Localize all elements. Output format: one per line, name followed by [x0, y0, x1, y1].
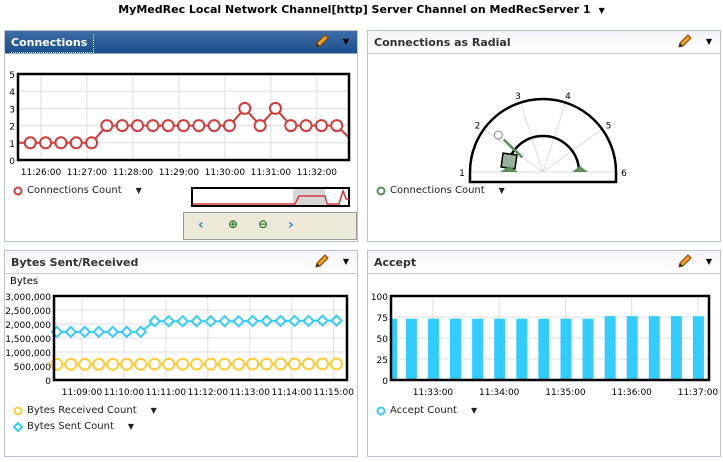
radial-panel: Connections as Radial ▼ Connections Coun… [367, 30, 721, 242]
panel-title: Connections as Radial [374, 36, 511, 49]
chevron-down-icon[interactable]: ▼ [342, 37, 349, 46]
chevron-down-icon[interactable]: ▼ [127, 422, 135, 431]
zoom-in-icon[interactable]: ⊕ [228, 217, 239, 231]
chevron-down-icon[interactable]: ▼ [135, 186, 142, 195]
panel-header: Accept ▼ [368, 251, 720, 274]
page-title: MyMedRec Local Network Channel[http] Ser… [0, 3, 723, 16]
chevron-right-icon[interactable]: › [288, 217, 294, 233]
chevron-down-icon[interactable]: ▼ [342, 257, 349, 266]
legend-item[interactable]: Connections Count ▼ [376, 185, 505, 196]
accept-panel: Accept ▼ Accept Count ▼ [367, 250, 721, 457]
pencil-icon[interactable] [313, 254, 329, 270]
zoom-out-icon[interactable]: ⊖ [258, 217, 269, 231]
legend-label: Bytes Sent Count [27, 421, 114, 432]
chevron-down-icon[interactable]: ▼ [705, 257, 712, 266]
chevron-left-icon[interactable]: ‹ [198, 217, 204, 233]
chevron-down-icon[interactable]: ▼ [598, 6, 605, 15]
legend-label: Connections Count [27, 185, 122, 196]
panel-title: Bytes Sent/Received [11, 256, 139, 269]
chart-nav-toolbar: ‹ ⊕ ⊖ › [183, 212, 357, 240]
panel-title: Connections [11, 34, 95, 53]
legend-item[interactable]: Bytes Received Count ▼ [13, 405, 157, 416]
panel-header: Connections as Radial ▼ [368, 31, 720, 54]
legend-label: Accept Count [390, 405, 457, 416]
legend-label: Bytes Received Count [27, 405, 137, 416]
legend-item[interactable]: Accept Count ▼ [376, 405, 477, 416]
pencil-icon[interactable] [676, 254, 692, 270]
legend-label: Connections Count [390, 185, 485, 196]
bytes-panel: Bytes Sent/Received ▼ Bytes Bytes Receiv… [4, 250, 358, 457]
chevron-down-icon[interactable]: ▼ [150, 406, 157, 415]
y-axis-title: Bytes [10, 276, 39, 287]
chevron-down-icon[interactable]: ▼ [705, 37, 712, 46]
page-title-text: MyMedRec Local Network Channel[http] Ser… [118, 3, 591, 16]
legend-item[interactable]: Connections Count ▼ [13, 185, 142, 196]
panel-header: Connections ▼ [5, 31, 357, 54]
panel-title: Accept [374, 256, 417, 269]
panel-header: Bytes Sent/Received ▼ [5, 251, 357, 274]
pencil-icon[interactable] [313, 34, 329, 50]
overview-window[interactable] [5, 31, 357, 241]
chevron-down-icon[interactable]: ▼ [470, 406, 478, 415]
connections-panel: Connections ▼ Connections Count ▼ [4, 30, 358, 242]
legend-item[interactable]: Bytes Sent Count ▼ [13, 421, 134, 432]
pencil-icon[interactable] [676, 34, 692, 50]
chevron-down-icon[interactable]: ▼ [498, 186, 505, 195]
